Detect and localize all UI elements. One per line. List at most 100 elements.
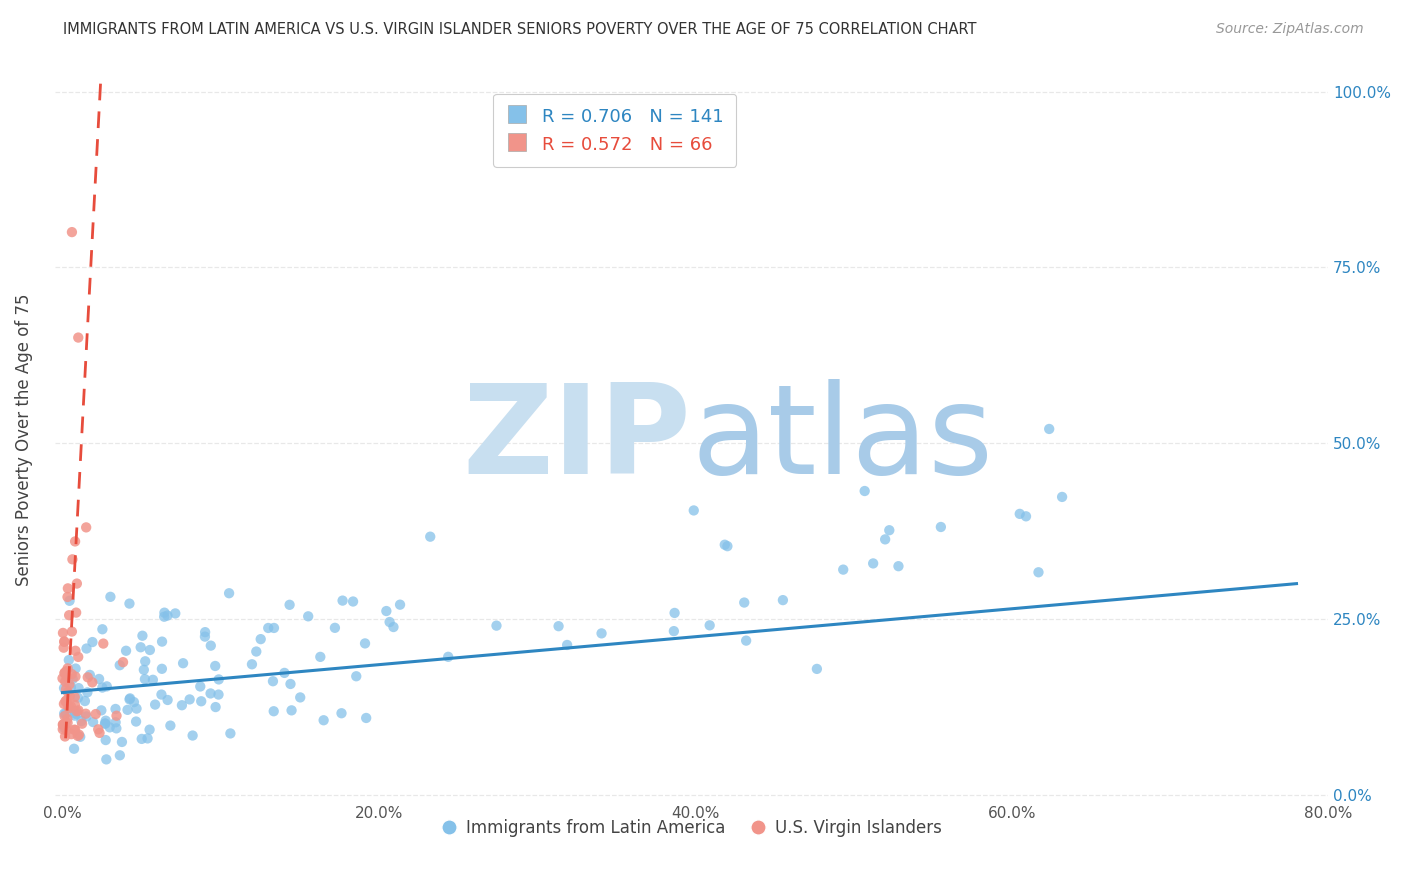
Text: atlas: atlas bbox=[692, 379, 994, 500]
Point bbox=[51, 671, 73, 685]
Point bbox=[66, 576, 89, 591]
Point bbox=[58, 653, 80, 667]
Point bbox=[52, 640, 75, 655]
Point bbox=[1028, 566, 1050, 580]
Point bbox=[58, 594, 80, 608]
Point bbox=[79, 668, 101, 682]
Point bbox=[89, 726, 111, 740]
Point bbox=[257, 621, 280, 635]
Point bbox=[240, 657, 263, 672]
Point bbox=[76, 641, 98, 656]
Point bbox=[52, 717, 75, 731]
Point bbox=[67, 690, 90, 705]
Point bbox=[66, 707, 89, 722]
Point bbox=[94, 716, 117, 731]
Point bbox=[143, 698, 166, 712]
Point bbox=[218, 586, 240, 600]
Point bbox=[131, 629, 153, 643]
Point bbox=[179, 692, 201, 706]
Point bbox=[547, 619, 569, 633]
Point bbox=[91, 681, 114, 695]
Point bbox=[1038, 422, 1060, 436]
Point bbox=[70, 714, 93, 728]
Point bbox=[56, 661, 79, 675]
Point bbox=[378, 615, 401, 629]
Point bbox=[207, 688, 229, 702]
Point bbox=[63, 704, 86, 718]
Point bbox=[55, 718, 77, 732]
Point bbox=[55, 694, 77, 708]
Point bbox=[52, 723, 75, 737]
Point bbox=[716, 539, 738, 553]
Point bbox=[138, 723, 160, 737]
Point bbox=[1050, 490, 1073, 504]
Point bbox=[55, 682, 77, 697]
Point bbox=[382, 620, 405, 634]
Point bbox=[375, 604, 398, 618]
Point bbox=[181, 729, 204, 743]
Point bbox=[73, 694, 96, 708]
Point bbox=[67, 330, 90, 344]
Point bbox=[75, 709, 97, 723]
Point bbox=[58, 699, 80, 714]
Point bbox=[150, 634, 173, 648]
Point bbox=[59, 689, 82, 703]
Point bbox=[105, 708, 128, 723]
Point bbox=[63, 534, 86, 549]
Point bbox=[204, 700, 226, 714]
Point bbox=[82, 675, 104, 690]
Point bbox=[309, 649, 332, 664]
Point bbox=[664, 606, 686, 620]
Point bbox=[280, 703, 302, 717]
Point bbox=[58, 608, 80, 623]
Point bbox=[63, 690, 86, 704]
Point bbox=[125, 714, 148, 729]
Point bbox=[66, 729, 89, 743]
Point bbox=[96, 752, 118, 766]
Point bbox=[832, 563, 855, 577]
Point bbox=[56, 715, 79, 730]
Point bbox=[105, 722, 128, 736]
Point bbox=[263, 704, 285, 718]
Point bbox=[56, 685, 79, 699]
Point bbox=[66, 704, 89, 718]
Point bbox=[330, 706, 353, 721]
Point bbox=[118, 692, 141, 706]
Point bbox=[53, 666, 76, 681]
Point bbox=[312, 713, 335, 727]
Point bbox=[118, 691, 141, 706]
Point bbox=[682, 503, 704, 517]
Point bbox=[53, 681, 76, 695]
Point bbox=[125, 701, 148, 715]
Point bbox=[53, 665, 76, 680]
Point bbox=[53, 634, 76, 648]
Point bbox=[419, 530, 441, 544]
Point bbox=[245, 644, 267, 658]
Point bbox=[134, 672, 156, 686]
Point bbox=[117, 703, 139, 717]
Point bbox=[60, 624, 83, 639]
Point bbox=[153, 609, 176, 624]
Point bbox=[662, 624, 685, 639]
Point bbox=[153, 606, 176, 620]
Point bbox=[52, 717, 75, 731]
Point bbox=[100, 590, 122, 604]
Point bbox=[52, 697, 75, 711]
Point bbox=[219, 726, 242, 740]
Point bbox=[134, 654, 156, 668]
Point bbox=[713, 538, 735, 552]
Point bbox=[55, 693, 77, 707]
Point bbox=[342, 594, 364, 608]
Point bbox=[139, 643, 162, 657]
Point bbox=[52, 626, 75, 640]
Point bbox=[156, 693, 179, 707]
Point bbox=[63, 723, 86, 737]
Point bbox=[94, 733, 117, 747]
Point bbox=[84, 707, 107, 722]
Point bbox=[150, 662, 173, 676]
Point bbox=[82, 714, 104, 729]
Point bbox=[929, 520, 952, 534]
Point bbox=[354, 636, 377, 650]
Point bbox=[91, 622, 114, 636]
Point bbox=[159, 718, 181, 732]
